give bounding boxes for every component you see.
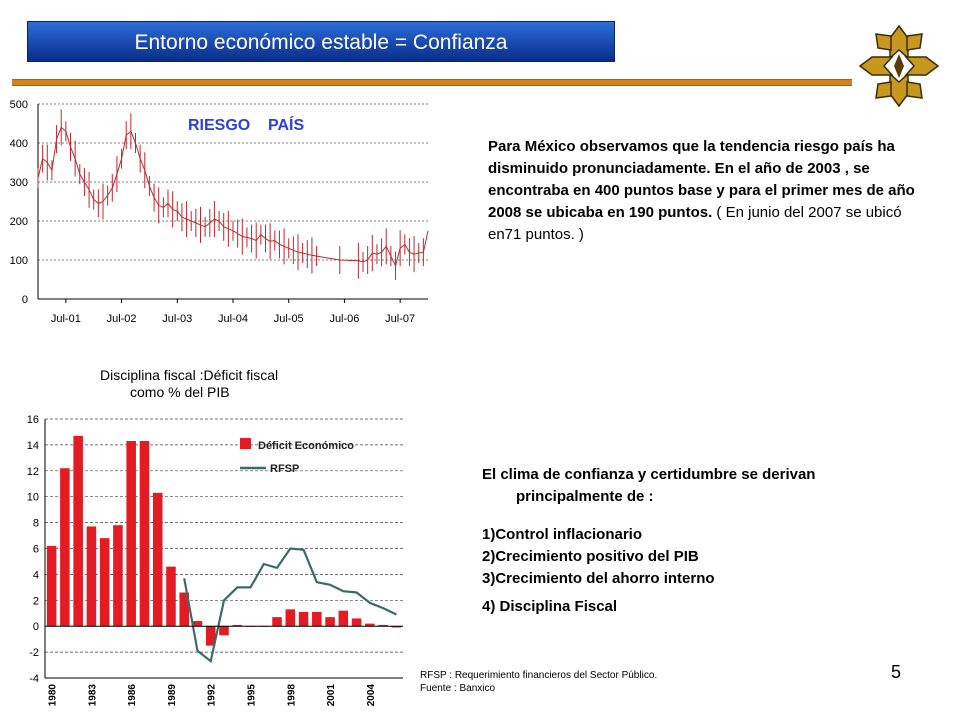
confidence-item-2: 2)Crecimiento positivo del PIB xyxy=(482,548,699,565)
risk-x-tick: Jul-06 xyxy=(329,313,359,325)
deficit-bar xyxy=(126,441,136,627)
deficit-bar xyxy=(60,468,70,627)
fiscal-chart-grid xyxy=(45,418,403,679)
fiscal-y-tick: -4 xyxy=(29,673,39,685)
fiscal-chart-title: Disciplina fiscal :Déficit fiscal como %… xyxy=(100,367,360,401)
deficit-bar xyxy=(139,441,150,627)
fiscal-x-tick: 2001 xyxy=(326,684,337,707)
deficit-bar xyxy=(365,623,375,627)
risk-y-tick: 100 xyxy=(10,255,28,267)
risk-x-tick: Jul-01 xyxy=(51,313,81,325)
page-number: 5 xyxy=(891,662,902,682)
confidence-line1: El clima de confianza y certidumbre se d… xyxy=(482,466,816,483)
rfsp-line xyxy=(183,547,397,664)
fiscal-legend: Déficit Económico RFSP xyxy=(240,438,354,475)
deficit-bar xyxy=(298,611,309,627)
deficit-bar xyxy=(351,618,362,627)
fiscal-x-tick: 2004 xyxy=(366,684,377,707)
fiscal-x-tick: 1986 xyxy=(127,684,138,707)
deficit-bar xyxy=(73,435,83,627)
risk-series xyxy=(37,109,429,280)
fiscal-title-line2: como % del PIB xyxy=(130,384,230,400)
deficit-bar xyxy=(219,626,229,636)
fiscal-chart-axes xyxy=(44,419,403,679)
confidence-list: El clima de confianza y certidumbre se d… xyxy=(482,464,922,618)
fiscal-x-tick: 1998 xyxy=(286,684,297,707)
risk-series-line xyxy=(37,126,429,268)
fiscal-rfsp-line xyxy=(183,547,397,664)
deficit-bar xyxy=(152,492,163,627)
fiscal-y-tick: 0 xyxy=(33,621,39,633)
deficit-bar xyxy=(166,566,176,627)
fiscal-deficit-bars xyxy=(46,435,402,646)
deficit-bar xyxy=(205,626,216,646)
fiscal-x-tick-labels: 1980 1983 1986 1989 1992 1995 1998 2001 2004 xyxy=(48,684,377,707)
fiscal-title-line1: Disciplina fiscal :Déficit fiscal xyxy=(100,367,279,383)
confidence-item-1: 1)Control inflacionario xyxy=(482,526,643,543)
deficit-bar xyxy=(391,626,402,628)
confidence-item-3: 3)Crecimiento del ahorro interno xyxy=(482,570,715,587)
deficit-bar xyxy=(46,545,57,627)
footnote: RFSP : Requerimiento financieros del Sec… xyxy=(420,669,657,695)
risk-y-tick: 0 xyxy=(22,294,28,306)
fiscal-y-tick: 6 xyxy=(33,544,39,556)
risk-chart-axes xyxy=(37,104,428,303)
fiscal-x-tick: 1989 xyxy=(167,684,178,707)
deficit-bar xyxy=(378,624,388,627)
deficit-bar xyxy=(113,525,123,627)
accent-divider xyxy=(12,79,852,86)
deficit-bar xyxy=(325,617,335,627)
deficit-bar xyxy=(99,538,110,627)
risk-description-bold: Para México observamos que la tendencia … xyxy=(488,138,915,221)
deficit-bar xyxy=(272,617,282,627)
deficit-bar xyxy=(232,624,243,627)
risk-x-tick: Jul-07 xyxy=(385,313,415,325)
deficit-bar xyxy=(86,526,97,627)
risk-x-tick: Jul-03 xyxy=(162,313,192,325)
deficit-bar xyxy=(179,592,189,627)
risk-description: Para México observamos que la tendencia … xyxy=(488,136,918,246)
risk-description-note: ( En junio del 2007 se ubicó en71 puntos… xyxy=(488,204,902,243)
footnote-source: Fuente : Banxico xyxy=(420,683,496,694)
slide-title: Entorno económico estable = Confianza xyxy=(27,21,615,62)
risk-y-tick: 200 xyxy=(10,216,28,228)
risk-x-tick: Jul-05 xyxy=(274,313,304,325)
fiscal-y-tick-labels: -4 -2 0 2 4 6 8 10 12 14 16 xyxy=(27,414,39,685)
fiscal-y-tick: 10 xyxy=(27,492,39,504)
fiscal-y-tick: 4 xyxy=(33,569,39,581)
risk-y-tick: 300 xyxy=(10,177,28,189)
deficit-bar xyxy=(285,609,296,627)
footnote-definition: RFSP : Requerimiento financieros del Sec… xyxy=(420,670,658,681)
legend-swatch-deficit xyxy=(240,438,251,449)
fiscal-x-tick: 1983 xyxy=(87,684,98,707)
risk-y-tick: 500 xyxy=(10,99,28,111)
deficit-bar xyxy=(192,621,203,627)
institution-logo xyxy=(858,24,940,108)
confidence-line2: principalmente de : xyxy=(516,488,654,505)
risk-x-tick: Jul-02 xyxy=(107,313,137,325)
risk-chart-title: RIESGO PAÍS xyxy=(188,115,305,134)
fiscal-x-tick: 1980 xyxy=(48,684,59,707)
deficit-bar xyxy=(312,611,322,627)
fiscal-y-tick: 12 xyxy=(27,466,39,478)
risk-y-tick-labels: 0 100 200 300 400 500 xyxy=(10,99,28,306)
risk-y-tick: 400 xyxy=(10,138,28,150)
legend-label-rfsp: RFSP xyxy=(270,463,299,475)
risk-x-tick-labels: Jul-01 Jul-02 Jul-03 Jul-04 Jul-05 Jul-06 Jul-… xyxy=(51,313,415,325)
fiscal-x-tick: 1992 xyxy=(207,684,218,707)
fiscal-y-tick: 2 xyxy=(33,595,39,607)
fiscal-y-tick: -2 xyxy=(29,647,39,659)
fiscal-y-tick: 16 xyxy=(27,414,39,426)
legend-label-deficit: Déficit Económico xyxy=(258,440,354,452)
deficit-bar xyxy=(338,610,349,627)
fiscal-y-tick: 14 xyxy=(27,440,39,452)
risk-x-tick: Jul-04 xyxy=(218,313,248,325)
fiscal-x-tick: 1995 xyxy=(247,684,258,707)
fiscal-y-tick: 8 xyxy=(33,518,39,530)
confidence-item-4: 4) Disciplina Fiscal xyxy=(482,598,618,615)
